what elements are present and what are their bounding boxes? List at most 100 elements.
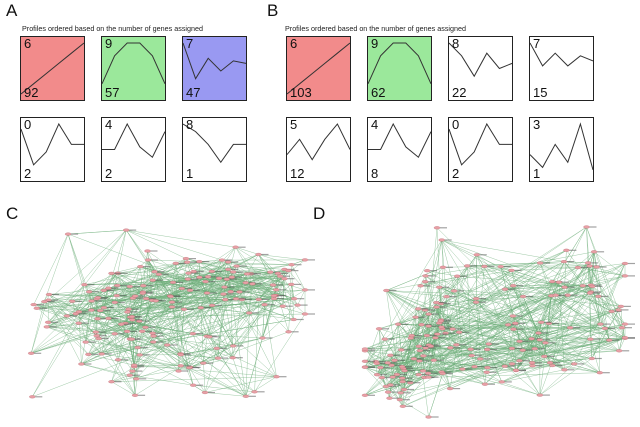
- gene-node-label-mark: [132, 286, 140, 288]
- gene-node-label-mark: [231, 261, 239, 263]
- profile-gene-count: 1: [186, 166, 194, 182]
- gene-node-label-mark: [196, 384, 204, 386]
- gene-node-label-mark: [206, 362, 214, 364]
- gene-node-label-mark: [389, 385, 396, 387]
- gene-node: [301, 312, 309, 316]
- gene-node: [288, 282, 295, 286]
- profile-trend-line: [449, 122, 512, 166]
- gene-node-label-mark: [460, 275, 468, 277]
- gene-node-label-mark: [49, 326, 57, 328]
- gene-node-label-mark: [442, 286, 450, 288]
- gene-node: [202, 280, 209, 284]
- gene-node: [361, 365, 369, 369]
- gene-node-label-mark: [551, 322, 559, 324]
- gene-node: [552, 293, 559, 297]
- gene-node: [88, 308, 95, 312]
- gene-node: [422, 274, 429, 278]
- gene-node: [131, 294, 139, 298]
- gene-node: [593, 265, 600, 269]
- gene-node-label-mark: [78, 313, 86, 315]
- gene-node: [131, 393, 139, 397]
- gene-node-label-mark: [114, 381, 122, 383]
- gene-node-label-mark: [406, 367, 414, 370]
- gene-node: [81, 283, 88, 287]
- gene-node-label-mark: [516, 328, 524, 330]
- gene-node-label-mark: [428, 309, 435, 311]
- gene-node: [412, 315, 419, 319]
- gene-node-label-mark: [436, 359, 444, 361]
- gene-node: [270, 294, 278, 298]
- gene-node: [45, 292, 53, 297]
- gene-node-label-mark: [453, 347, 461, 349]
- gene-node-label-mark: [431, 372, 439, 374]
- gene-node-label-mark: [215, 304, 223, 306]
- gene-node-label-mark: [473, 348, 481, 350]
- gene-node-label-mark: [84, 363, 92, 365]
- gene-node-label-mark: [514, 347, 522, 349]
- gene-node-label-mark: [567, 369, 575, 371]
- gene-node-label-mark: [581, 266, 588, 269]
- gene-node: [512, 321, 519, 325]
- gene-node-label-mark: [525, 349, 533, 351]
- gene-node: [220, 292, 227, 296]
- gene-node-label-mark: [383, 367, 391, 369]
- gene-node-label-mark: [184, 287, 192, 290]
- gene-node-label-mark: [445, 372, 453, 375]
- gene-node-label-mark: [135, 297, 143, 299]
- gene-node: [267, 270, 274, 274]
- gene-node-label-mark: [143, 266, 151, 268]
- gene-node: [584, 261, 592, 265]
- gene-node: [516, 359, 523, 363]
- gene-node-label-mark: [628, 337, 635, 339]
- profile-trend-line: [530, 122, 593, 171]
- gene-node: [536, 338, 543, 342]
- gene-node-label-mark: [239, 265, 247, 267]
- gene-node: [498, 380, 505, 384]
- gene-node-label-mark: [422, 350, 430, 352]
- gene-node-label-mark: [227, 286, 235, 288]
- gene-node-label-mark: [612, 339, 620, 341]
- gene-node-label-mark: [212, 336, 220, 338]
- gene-node: [43, 325, 50, 329]
- gene-node: [454, 274, 461, 278]
- gene-node-label-mark: [120, 272, 128, 274]
- gene-node-label-mark: [421, 374, 429, 376]
- gene-node: [381, 337, 388, 341]
- gene-node-label-mark: [257, 391, 265, 393]
- gene-node: [94, 296, 102, 300]
- gene-node-label-mark: [479, 254, 487, 256]
- gene-node-label-mark: [196, 270, 204, 273]
- gene-node-label-mark: [490, 348, 498, 351]
- gene-node: [416, 359, 423, 363]
- gene-node-label-mark: [235, 357, 243, 359]
- gene-node: [472, 297, 480, 301]
- gene-node-label-mark: [628, 275, 635, 277]
- gene-node-label-mark: [623, 305, 631, 307]
- gene-node: [189, 332, 197, 336]
- gene-node: [206, 335, 213, 339]
- gene-node: [561, 285, 568, 289]
- gene-node-label-mark: [99, 335, 107, 337]
- gene-node-label-mark: [516, 285, 524, 287]
- gene-node-label-mark: [149, 298, 157, 300]
- gene-node-label-mark: [236, 271, 244, 273]
- gene-node-label-mark: [548, 342, 556, 344]
- gene-node: [416, 349, 424, 353]
- profile-line-chart: [449, 42, 512, 78]
- gene-node-label-mark: [250, 273, 258, 275]
- gene-node-label-mark: [537, 348, 545, 350]
- gene-node: [546, 361, 554, 365]
- gene-node: [111, 332, 118, 336]
- gene-node: [259, 336, 266, 340]
- gene-node: [415, 307, 422, 311]
- gene-node-label-mark: [283, 275, 291, 277]
- gene-node-label-mark: [542, 394, 550, 396]
- gene-node-label-mark: [255, 283, 263, 285]
- gene-node: [453, 343, 460, 347]
- gene-node: [144, 258, 152, 262]
- gene-node-label-mark: [426, 370, 434, 372]
- gene-node: [510, 284, 517, 288]
- gene-node-label-mark: [221, 357, 228, 359]
- gene-node-label-mark: [459, 344, 467, 346]
- gene-node-label-mark: [155, 279, 163, 281]
